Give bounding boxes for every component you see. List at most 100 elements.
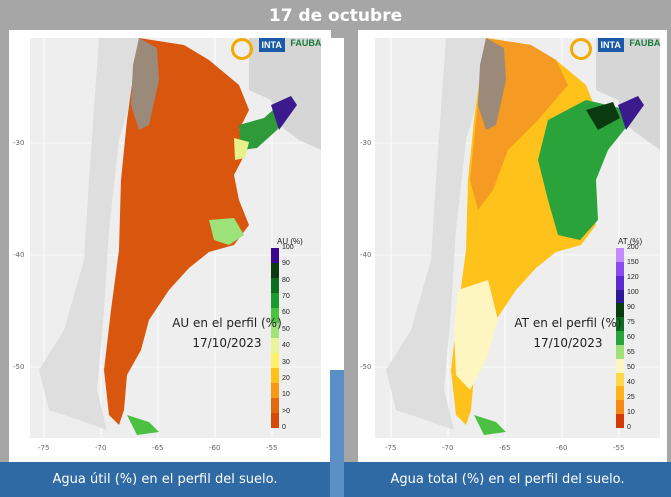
legend-swatch <box>616 317 624 332</box>
legend-swatch <box>616 261 624 276</box>
legend-swatch <box>271 338 279 353</box>
region-dark-green <box>586 102 620 130</box>
y-tick: -40 <box>13 251 24 259</box>
legend-tick-label: 10 <box>627 409 635 416</box>
region-misiones-purple <box>271 96 297 130</box>
x-tick: -65 <box>152 444 163 452</box>
legend-swatch <box>271 413 279 428</box>
y-tick: -30 <box>13 139 24 147</box>
region-andes <box>131 38 159 130</box>
legend-tick-label: 25 <box>627 394 635 401</box>
map-date: 17/10/2023 <box>192 336 262 350</box>
x-tick: -60 <box>556 444 567 452</box>
legend-swatch <box>271 308 279 323</box>
map-date: 17/10/2023 <box>533 336 603 350</box>
region-pampas-green <box>538 100 628 240</box>
legend-tick-label: 0 <box>627 424 631 431</box>
legend-swatch <box>616 372 624 387</box>
region-patagonia-pale <box>454 280 498 390</box>
caption-au: Agua útil (%) en el perfil del suelo. <box>0 462 330 497</box>
region-tierra-del-fuego <box>127 415 159 435</box>
legend-swatch <box>616 331 624 345</box>
x-tick: -75 <box>38 444 49 452</box>
logo-group: INTA FAUBA <box>231 38 321 60</box>
weather-logo-icon <box>231 38 253 60</box>
legend-tick-label: 90 <box>627 304 635 311</box>
legend-swatch <box>271 383 279 398</box>
neighbor-land-northeast <box>249 38 321 150</box>
x-tick: -55 <box>613 444 624 452</box>
legend-swatch <box>616 289 624 304</box>
legend-swatch <box>616 248 624 262</box>
map-au: -75 -70 -65 -60 -55 -30 -40 -50 <box>13 38 321 452</box>
y-tick: -50 <box>13 363 24 371</box>
x-axis-ticks: -75 -70 -65 -60 -55 <box>38 444 277 452</box>
legend-swatch <box>616 275 624 290</box>
panel-divider <box>330 38 344 370</box>
legend-tick-label: 75 <box>627 319 635 326</box>
neighbor-land-chile <box>386 38 486 430</box>
y-tick: -50 <box>360 363 371 371</box>
legend-tick-label: 0 <box>282 424 286 431</box>
legend-swatch <box>271 263 279 278</box>
legend-colorbar <box>616 248 624 428</box>
legend-tick-label: 10 <box>282 391 290 399</box>
legend-swatch <box>271 293 279 308</box>
x-tick: -65 <box>499 444 510 452</box>
legend-swatch <box>271 248 279 263</box>
legend-tick-label: 150 <box>627 259 639 266</box>
map-panel-at: -75 -70 -65 -60 -55 -30 -40 -50 INTA FAU… <box>358 30 667 462</box>
legend-tick-label: 55 <box>627 349 635 356</box>
legend-colorbar <box>271 248 279 428</box>
region-land-orange <box>104 38 254 425</box>
x-tick: -60 <box>209 444 220 452</box>
logo-group: INTA FAUBA <box>570 38 660 60</box>
legend-swatch <box>616 358 624 373</box>
legend-swatch <box>271 323 279 338</box>
legend-tick-label: 50 <box>282 325 290 333</box>
legend-title: AU (%) <box>277 237 303 246</box>
map-panel-au: -75 -70 -65 -60 -55 -30 -40 -50 INTA FAU… <box>9 30 331 462</box>
legend-tick-label: 30 <box>282 358 290 366</box>
legend-tick-label: 70 <box>282 293 290 301</box>
legend-title: AT (%) <box>618 237 643 246</box>
x-axis-ticks: -75 -70 -65 -60 -55 <box>385 444 624 452</box>
inta-logo: INTA <box>597 38 624 52</box>
legend-swatch <box>271 398 279 413</box>
map-label: AU en el perfil (%) <box>172 316 282 330</box>
region-buenos-aires-green <box>209 218 244 245</box>
y-axis-ticks: -30 -40 -50 <box>360 139 371 371</box>
page-title: 17 de octubre <box>268 6 403 26</box>
legend-tick-label: 90 <box>282 260 290 268</box>
region-andes <box>478 38 506 130</box>
region-entre-rios-yellow <box>234 138 249 160</box>
legend-swatch <box>271 368 279 383</box>
x-tick: -70 <box>442 444 453 452</box>
legend-swatch <box>616 344 624 359</box>
panel-divider-blue <box>330 370 344 497</box>
map-label-block: AT en el perfil (%) 17/10/2023 <box>498 313 638 353</box>
legend-swatch <box>271 353 279 368</box>
legend-tick-label: 120 <box>627 274 639 281</box>
region-misiones-purple <box>618 96 644 130</box>
x-tick: -75 <box>385 444 396 452</box>
x-tick: -55 <box>266 444 277 452</box>
legend-tick-label: 80 <box>282 276 290 284</box>
legend-tick-label: 100 <box>627 289 639 296</box>
legend-tick-label: >0 <box>282 407 290 415</box>
neighbor-land-northeast <box>596 38 660 150</box>
legend-tick-label: 60 <box>627 334 635 341</box>
fauba-logo: FAUBA <box>290 38 322 48</box>
legend-tick-label: 200 <box>627 244 639 251</box>
legend-tick-label: 100 <box>282 244 294 251</box>
neighbor-land-chile <box>39 38 139 430</box>
weather-logo-icon <box>570 38 592 60</box>
legend-swatch <box>616 303 624 318</box>
x-tick: -70 <box>95 444 106 452</box>
caption-at: Agua total (%) en el perfil del suelo. <box>344 462 671 497</box>
y-axis-ticks: -30 -40 -50 <box>13 139 24 371</box>
map-label-block: AU en el perfil (%) 17/10/2023 <box>157 313 297 353</box>
legend-tick-label: 20 <box>282 374 290 382</box>
legend-swatch <box>271 278 279 293</box>
map-at: -75 -70 -65 -60 -55 -30 -40 -50 <box>360 38 660 452</box>
